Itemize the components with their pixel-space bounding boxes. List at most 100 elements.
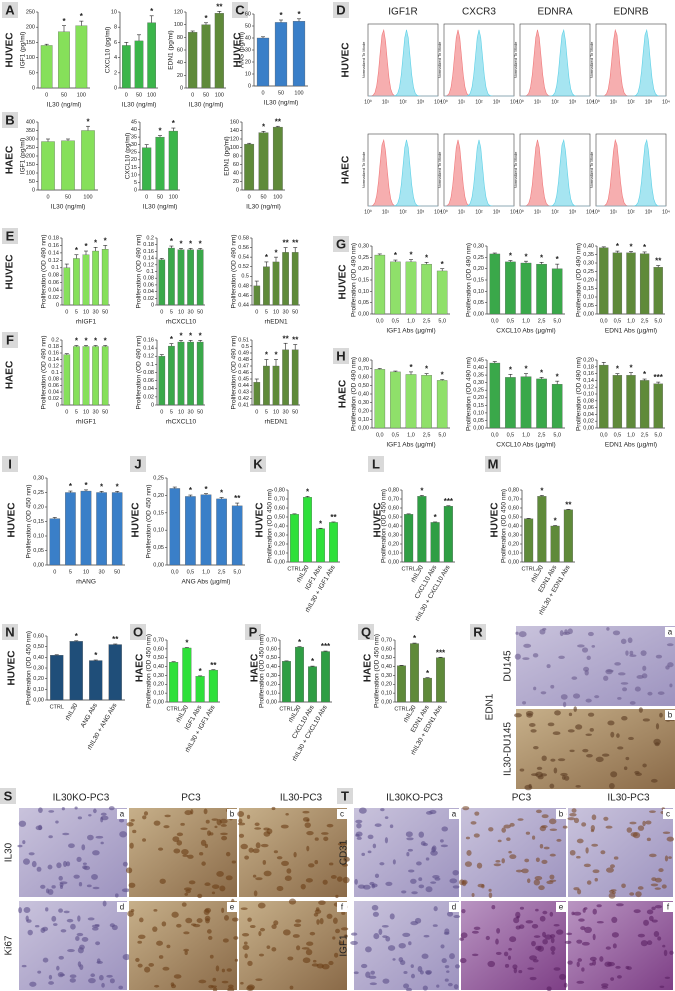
- x-axis-label: rhIGF1: [76, 319, 97, 326]
- cell-nucleus: [257, 902, 266, 909]
- significance: *: [274, 248, 278, 257]
- cell-nucleus: [608, 783, 615, 790]
- x-axis-label: CXCL10 Abs (µg/ml): [496, 328, 555, 335]
- cell-nucleus: [405, 987, 413, 991]
- tile-label-box: [117, 902, 127, 912]
- cell-nucleus: [401, 890, 407, 894]
- cell-nucleus: [58, 955, 64, 960]
- cell-nucleus: [446, 911, 454, 917]
- cell-nucleus: [596, 904, 602, 908]
- cell-nucleus: [128, 882, 136, 888]
- y-tick-label: 150: [26, 162, 35, 168]
- cell-nucleus: [668, 856, 672, 859]
- x-tick-label: 50: [61, 92, 67, 98]
- cell-nucleus: [583, 863, 591, 868]
- x-tick-label: 2,5: [641, 318, 649, 324]
- x-tick-label: 2,5: [423, 432, 431, 438]
- cell-nucleus: [237, 810, 245, 818]
- y-tick-label: 0,00: [388, 559, 399, 565]
- cell-nucleus: [495, 938, 499, 945]
- y-tick-label: 0,15: [473, 403, 484, 409]
- cell-nucleus: [321, 832, 329, 835]
- y-tick-label: 0,30: [358, 400, 369, 406]
- cell-nucleus: [185, 917, 193, 924]
- x-tick-label: 0: [45, 92, 48, 98]
- significance: **: [112, 635, 119, 644]
- cell-nucleus: [184, 810, 192, 816]
- y-tick-label: 0.14: [143, 256, 154, 262]
- x-tick-label: 1,0: [627, 432, 635, 438]
- cell-nucleus: [263, 831, 271, 837]
- cell-nucleus: [241, 933, 250, 937]
- y-tick-label: 0.49: [238, 350, 249, 356]
- y-tick-label: 0,35: [473, 373, 484, 379]
- cell-nucleus: [209, 954, 214, 959]
- y-tick-label: 0.52: [238, 264, 249, 270]
- cell-nucleus: [176, 923, 182, 928]
- cell-label: HUVEC: [255, 502, 266, 537]
- cell-nucleus: [285, 812, 289, 816]
- cell-nucleus: [407, 848, 413, 852]
- bar: [436, 270, 448, 315]
- bar: [69, 641, 83, 701]
- cell-nucleus: [258, 953, 265, 957]
- cell-nucleus: [549, 911, 554, 917]
- cell-nucleus: [240, 981, 244, 985]
- x-tick-label: 10⁴: [434, 209, 442, 215]
- significance: *: [616, 242, 620, 251]
- cell-nucleus: [539, 915, 546, 922]
- y-tick-label: 0,30: [583, 260, 594, 266]
- cell-label: HUVEC: [233, 32, 244, 67]
- cell-nucleus: [62, 832, 70, 836]
- y-axis-label: Normalized To Mode: [437, 41, 442, 78]
- cell-nucleus: [220, 832, 228, 836]
- cell-nucleus: [221, 907, 225, 914]
- bar: [214, 13, 224, 89]
- bar: [505, 261, 516, 315]
- cell-nucleus: [431, 846, 436, 853]
- y-tick-label: 20: [177, 73, 183, 79]
- cell-nucleus: [139, 917, 144, 923]
- x-tick-label: 10³: [493, 99, 501, 105]
- cell-nucleus: [425, 971, 432, 975]
- cell-label: HUVEC: [490, 502, 501, 537]
- y-tick-label: 250: [26, 9, 35, 15]
- bar: [40, 45, 53, 89]
- cell-nucleus: [470, 821, 477, 825]
- significance: **: [275, 117, 282, 126]
- x-tick-label: 10¹: [458, 209, 466, 215]
- cell-nucleus: [423, 934, 430, 938]
- y-tick-label: 0: [180, 85, 183, 91]
- cell-nucleus: [125, 867, 133, 874]
- cell-nucleus: [592, 869, 600, 874]
- cell-nucleus: [208, 935, 213, 940]
- x-tick-label: 10⁴: [510, 99, 518, 105]
- bar: [169, 488, 181, 566]
- cell-nucleus: [640, 940, 648, 947]
- cell-nucleus: [374, 823, 382, 827]
- cell-nucleus: [82, 862, 87, 866]
- cell-nucleus: [549, 853, 556, 857]
- cell-nucleus: [634, 686, 641, 692]
- cell-nucleus: [417, 966, 423, 972]
- significance: *: [540, 368, 544, 377]
- y-axis-label: Normalized To Mode: [513, 151, 518, 188]
- y-tick-label: 0.02: [48, 396, 59, 402]
- cell-nucleus: [541, 755, 547, 762]
- cell-nucleus: [342, 876, 350, 884]
- cell-nucleus: [319, 917, 324, 925]
- x-tick-label: 10⁰: [592, 99, 600, 105]
- cell-nucleus: [266, 945, 271, 949]
- cell-nucleus: [296, 945, 301, 951]
- x-tick-label: 1,0: [522, 318, 530, 324]
- significance: *: [540, 487, 544, 496]
- y-axis-label: Proliferation (OD 490 nm): [575, 243, 582, 317]
- significance: *: [104, 237, 108, 246]
- cell-nucleus: [312, 959, 317, 963]
- bar: [61, 140, 75, 191]
- cell-nucleus: [560, 772, 568, 777]
- cell-nucleus: [530, 729, 537, 733]
- cell-nucleus: [51, 915, 57, 922]
- cell-nucleus: [252, 874, 257, 878]
- cell-nucleus: [206, 929, 212, 934]
